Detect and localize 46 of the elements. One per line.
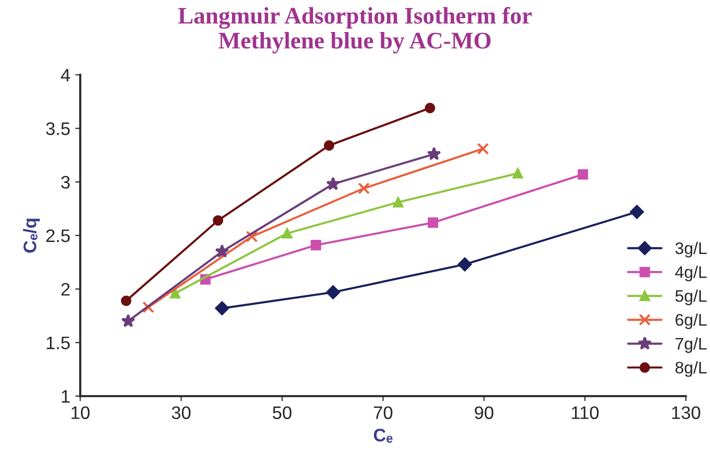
point — [215, 244, 230, 258]
point — [246, 230, 258, 242]
point — [630, 204, 644, 219]
x-axis-title: Cₑ — [374, 428, 393, 443]
legend-label: 3g/L — [675, 242, 707, 258]
y-tick-label: 4 — [60, 68, 70, 82]
point — [326, 285, 340, 300]
legend-label: 4g/L — [675, 266, 707, 282]
x-tick-label: 90 — [474, 406, 494, 420]
x-tick-label: 70 — [374, 406, 392, 420]
legend-label: 6g/L — [676, 314, 707, 330]
point — [121, 314, 136, 328]
point — [428, 217, 438, 228]
point — [392, 197, 404, 208]
y-tick-label: 1.5 — [46, 336, 70, 350]
y-tick-label: 2.5 — [46, 229, 70, 242]
y-tick-label: 1 — [62, 390, 70, 403]
point — [324, 140, 334, 151]
point — [326, 176, 340, 190]
point — [424, 102, 436, 114]
chart-title: Langmuir Adsorption Isotherm for Methylene blue by AC-MO — [178, 6, 532, 54]
point — [120, 296, 132, 306]
point — [578, 169, 588, 180]
y-tick-label: 2 — [61, 282, 70, 296]
point — [512, 168, 524, 179]
point — [427, 146, 442, 160]
point — [142, 301, 154, 314]
point — [458, 257, 472, 272]
legend-label: 5g/L — [675, 290, 707, 306]
x-tick-label: 130 — [672, 406, 700, 420]
point — [358, 182, 370, 194]
point — [170, 288, 180, 299]
x-tick-label: 10 — [72, 406, 90, 420]
x-tick-label: 110 — [572, 406, 599, 420]
x-tick-label: 30 — [172, 406, 191, 420]
point — [310, 240, 322, 250]
legend-label: 8g/L — [675, 361, 707, 377]
y-tick-label: 3.5 — [46, 122, 70, 136]
point — [282, 228, 292, 239]
point — [215, 301, 229, 316]
point — [477, 142, 489, 155]
y-axis-title: Cₑ/q — [23, 218, 40, 253]
y-tick-label: 3 — [61, 176, 70, 189]
point — [212, 215, 224, 226]
x-tick-label: 50 — [272, 406, 292, 420]
legend-label: 7g/L — [676, 337, 707, 353]
